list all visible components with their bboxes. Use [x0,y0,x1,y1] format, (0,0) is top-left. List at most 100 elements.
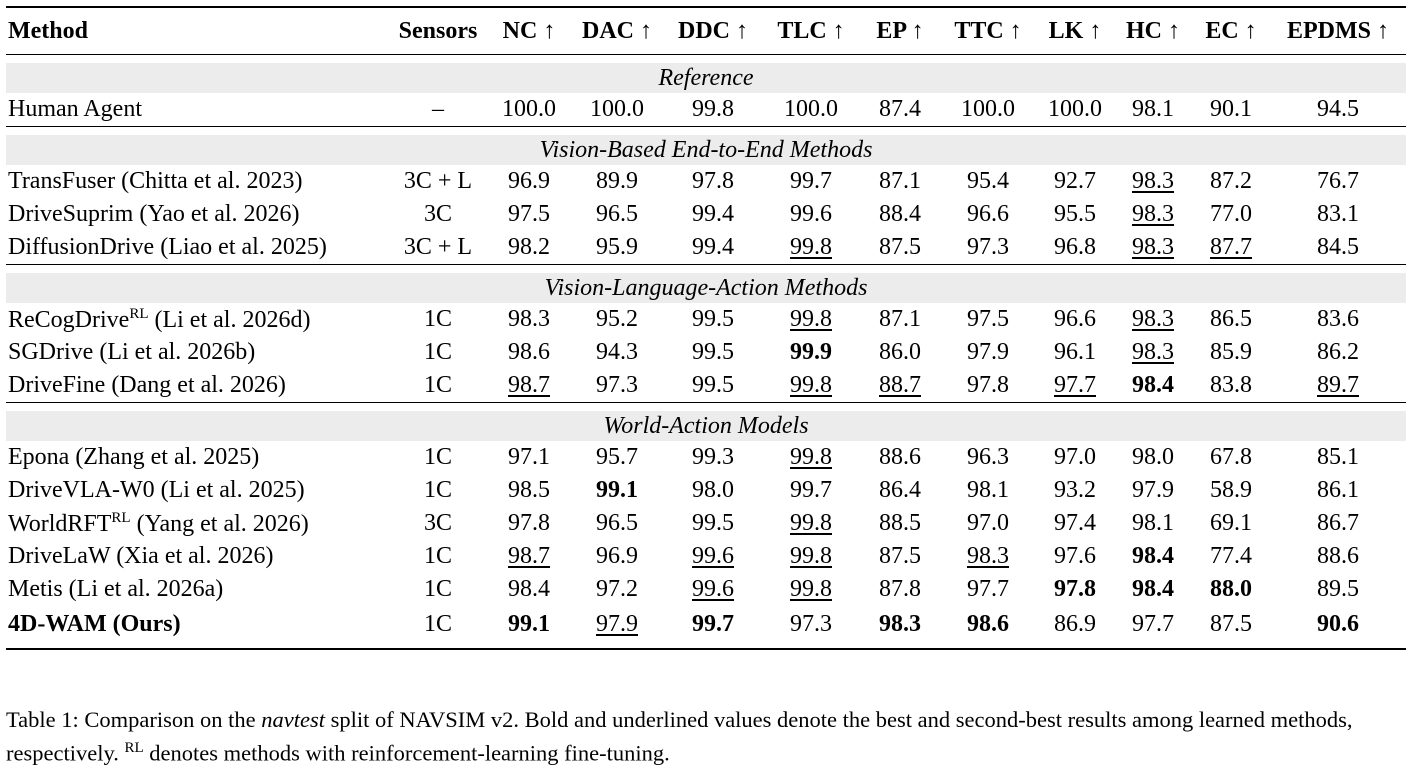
method-name: ReCogDrive [8,306,130,333]
nc-value: 98.3 [508,306,550,332]
rl-superscript: RL [129,305,149,322]
ec-value: 83.8 [1210,372,1252,398]
ttc-cell: 97.5 [940,303,1036,336]
sensors-cell: 1C [423,543,452,569]
method-name: DriveSuprim [8,201,134,227]
tlc-value: 99.7 [790,168,832,194]
ep-cell: 86.4 [860,474,940,507]
hc-cell: 98.3 [1114,303,1192,336]
method-citation: (Li et al. 2026d) [148,306,311,333]
ec-cell: 88.0 [1192,573,1270,606]
tlc-value: 99.8 [790,372,832,398]
ddc-cell: 99.7 [664,606,762,642]
hc-cell: 98.1 [1114,93,1192,127]
section-spacer [6,127,1406,136]
epdms-value: 86.7 [1317,510,1359,536]
ec-value: 87.7 [1210,234,1252,260]
table-header: Method Sensors NC ↑ DAC ↑ DDC ↑ TLC ↑ EP… [6,7,1406,55]
ec-cell: 86.5 [1192,303,1270,336]
ddc-cell: 98.0 [664,474,762,507]
lk-value: 97.8 [1054,576,1096,602]
hc-cell: 98.3 [1114,165,1192,198]
ec-cell: 83.8 [1192,369,1270,403]
ec-cell: 87.7 [1192,231,1270,265]
tlc-value: 99.8 [790,306,832,332]
ep-cell: 98.3 [860,606,940,642]
dac-value: 99.1 [596,477,638,503]
method-name: Human Agent [8,96,142,122]
epdms-value: 86.1 [1317,477,1359,503]
ec-value: 77.4 [1210,543,1252,569]
method-name: DiffusionDrive [8,234,155,260]
epdms-cell: 83.6 [1270,303,1406,336]
nc-cell: 98.6 [488,336,570,369]
table-wrap: Method Sensors NC ↑ DAC ↑ DDC ↑ TLC ↑ EP… [6,6,1406,650]
tlc-value: 99.7 [790,477,832,503]
section-title: Vision-Based End-to-End Methods [6,135,1406,165]
section-spacer [6,55,1406,64]
ttc-value: 98.6 [967,610,1009,637]
ttc-cell: 97.3 [940,231,1036,265]
ttc-cell: 97.9 [940,336,1036,369]
nc-cell: 98.7 [488,540,570,573]
hc-value: 98.3 [1132,201,1174,227]
caption-sup: RL [124,740,144,756]
method-cell: 4D-WAM (Ours) [6,606,388,642]
rl-superscript: RL [111,509,131,526]
caption-mid: split of NAVSIM v2. Bold and underlined … [6,707,1353,766]
tlc-value: 100.0 [784,96,838,122]
epdms-cell: 89.7 [1270,369,1406,403]
ep-value: 88.6 [879,444,921,470]
header-ec: EC ↑ [1205,17,1257,44]
ep-value: 87.1 [879,168,921,194]
dac-cell: 97.3 [570,369,664,403]
hc-value: 98.0 [1132,444,1174,470]
table-row: Metis (Li et al. 2026a) 1C 98.4 97.2 99.6 99.… [6,573,1406,606]
ep-value: 86.0 [879,339,921,365]
ep-cell: 87.4 [860,93,940,127]
ep-cell: 88.4 [860,198,940,231]
dac-value: 96.9 [596,543,638,569]
ec-cell: 77.0 [1192,198,1270,231]
header-ttc: TTC ↑ [954,17,1022,44]
ec-value: 88.0 [1210,576,1252,602]
method-cell: DriveSuprim (Yao et al. 2026) [6,198,388,231]
section-spacer [6,403,1406,412]
tlc-value: 99.8 [790,510,832,536]
tlc-cell: 100.0 [762,93,860,127]
header-dac: DAC ↑ [582,17,652,44]
method-cell: DriveLaW (Xia et al. 2026) [6,540,388,573]
ec-value: 58.9 [1210,477,1252,503]
sensors-cell: 1C [423,444,452,470]
epdms-value: 89.5 [1317,576,1359,602]
table-row: DriveFine (Dang et al. 2026) 1C 98.7 97.3 99… [6,369,1406,403]
method-name: Epona [8,444,70,470]
section-title: Reference [6,63,1406,93]
nc-cell: 98.2 [488,231,570,265]
nc-cell: 100.0 [488,93,570,127]
ep-cell: 88.7 [860,369,940,403]
ttc-cell: 96.6 [940,198,1036,231]
dac-cell: 95.7 [570,441,664,474]
method-cell: DiffusionDrive (Liao et al. 2025) [6,231,388,265]
results-table: Method Sensors NC ↑ DAC ↑ DDC ↑ TLC ↑ EP… [6,6,1406,650]
section-group: World-Action Models Epona (Zhang et al. 2… [6,402,1406,649]
table-row: Epona (Zhang et al. 2025) 1C 97.1 95.7 99.3 9… [6,441,1406,474]
method-cell: DriveVLA-W0 (Li et al. 2025) [6,474,388,507]
ddc-value: 99.4 [692,234,734,260]
sensors-cell: 1C [423,339,452,365]
epdms-value: 88.6 [1317,543,1359,569]
lk-cell: 93.2 [1036,474,1114,507]
ep-cell: 87.5 [860,540,940,573]
method-name: DriveVLA-W0 [8,477,155,503]
ec-cell: 85.9 [1192,336,1270,369]
ttc-value: 95.4 [967,168,1009,194]
dac-value: 95.7 [596,444,638,470]
section-group: Reference Human Agent – 100.0 100.0 99.8 100.0… [6,55,1406,127]
dac-value: 89.9 [596,168,638,194]
hc-value: 97.9 [1132,477,1174,503]
nc-cell: 97.1 [488,441,570,474]
nc-cell: 99.1 [488,606,570,642]
section-group: Vision-Language-Action Methods ReCogDrive… [6,264,1406,403]
ep-cell: 87.8 [860,573,940,606]
